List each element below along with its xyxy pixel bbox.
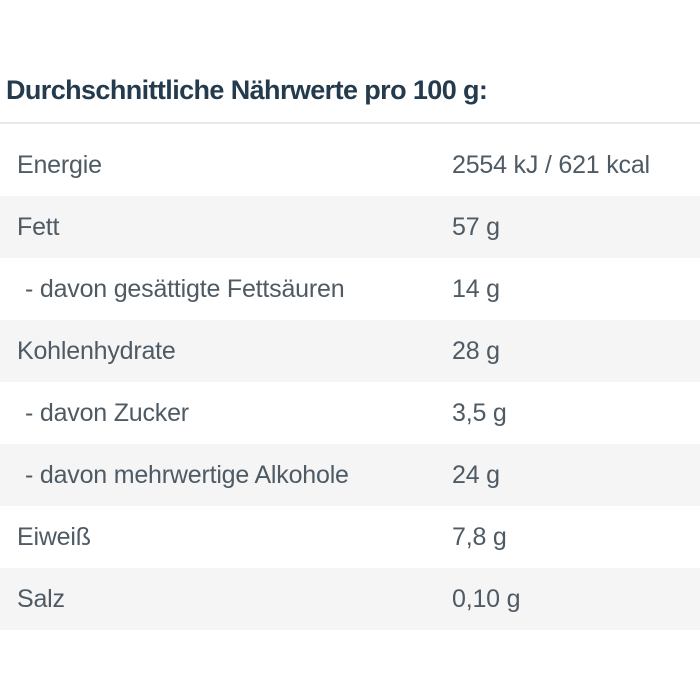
nutrition-row-salz: Salz 0,10 g <box>0 568 700 630</box>
nutrient-label: - davon gesättigte Fettsäuren <box>25 274 345 303</box>
nutrition-row-energie: Energie 2554 kJ / 621 kcal <box>0 134 700 196</box>
nutrition-row-eiweiss: Eiweiß 7,8 g <box>0 506 700 568</box>
nutrient-label: Kohlenhydrate <box>17 336 176 365</box>
page-title: Durchschnittliche Nährwerte pro 100 g: <box>6 75 488 106</box>
nutrient-value: 0,10 g <box>452 584 521 613</box>
nutrition-row-kohlenhydrate: Kohlenhydrate 28 g <box>0 320 700 382</box>
nutrient-value: 28 g <box>452 336 500 365</box>
nutrient-label: Eiweiß <box>17 522 91 551</box>
nutrient-value: 7,8 g <box>452 522 507 551</box>
nutrition-row-gesaettigte-fettsaeuren: - davon gesättigte Fettsäuren 14 g <box>0 258 700 320</box>
nutrient-value: 2554 kJ / 621 kcal <box>452 150 650 179</box>
nutrient-label: Salz <box>17 584 65 613</box>
nutrient-value: 14 g <box>452 274 500 303</box>
nutrient-value: 3,5 g <box>452 398 507 427</box>
nutrient-label: Fett <box>17 212 60 241</box>
nutrition-row-mehrwertige-alkohole: - davon mehrwertige Alkohole 24 g <box>0 444 700 506</box>
nutrient-value: 57 g <box>452 212 500 241</box>
nutrition-table: Energie 2554 kJ / 621 kcal Fett 57 g - d… <box>0 122 700 630</box>
nutrient-label: - davon Zucker <box>25 398 189 427</box>
nutrient-value: 24 g <box>452 460 500 489</box>
nutrient-label: - davon mehrwertige Alkohole <box>25 460 349 489</box>
nutrition-row-fett: Fett 57 g <box>0 196 700 258</box>
nutrition-row-zucker: - davon Zucker 3,5 g <box>0 382 700 444</box>
nutrient-label: Energie <box>17 150 102 179</box>
